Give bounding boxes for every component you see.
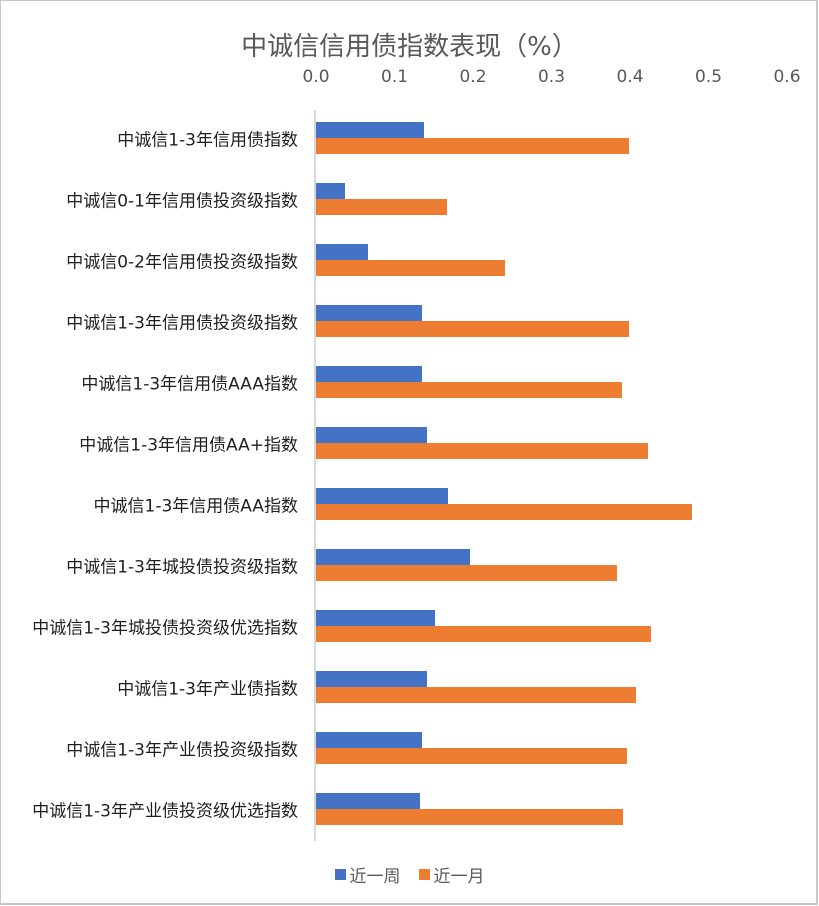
bar-week	[316, 244, 368, 260]
category-label: 中诚信1-3年信用债投资级指数	[66, 313, 298, 334]
chart-title: 中诚信信用债指数表现（%）	[241, 32, 578, 62]
bar-week	[316, 549, 470, 565]
bar-month	[316, 626, 652, 642]
bar-week	[316, 610, 436, 626]
category-label: 中诚信0-2年信用债投资级指数	[66, 252, 298, 273]
category-label: 中诚信1-3年产业债指数	[117, 679, 298, 700]
bar-month	[316, 199, 448, 215]
y-axis-line	[314, 110, 316, 841]
bar-month	[316, 260, 506, 276]
bar-week	[316, 366, 422, 382]
category-label: 中诚信1-3年信用债AAA指数	[81, 374, 298, 395]
legend: 近一周 近一月	[0, 862, 819, 887]
bar-month	[316, 687, 637, 703]
category-label: 中诚信1-3年信用债AA+指数	[79, 435, 298, 456]
bar-week	[316, 671, 427, 687]
bar-week	[316, 488, 448, 504]
bar-month	[316, 382, 623, 398]
category-label: 中诚信1-3年产业债投资级指数	[66, 740, 298, 761]
legend-label-week: 近一周	[349, 867, 401, 887]
bar-month	[316, 748, 627, 764]
x-tick-label: 0.6	[773, 67, 801, 87]
x-tick-label: 0.1	[380, 67, 409, 87]
legend-item-week: 近一周	[334, 862, 401, 887]
x-tick-label: 0.0	[302, 67, 330, 87]
bar-month	[316, 443, 649, 459]
legend-item-month: 近一月	[418, 862, 485, 887]
bar-month	[316, 504, 692, 520]
bar-month	[316, 321, 630, 337]
category-label: 中诚信1-3年产业债投资级优选指数	[32, 801, 298, 822]
x-tick-label: 0.3	[537, 67, 566, 87]
bar-week	[316, 305, 422, 321]
category-label: 中诚信0-1年信用债投资级指数	[66, 191, 298, 212]
category-label: 中诚信1-3年城投债投资级优选指数	[32, 618, 298, 639]
bar-month	[316, 565, 617, 581]
bar-month	[316, 809, 623, 825]
legend-swatch-week	[334, 869, 346, 880]
category-label: 中诚信1-3年城投债投资级指数	[66, 557, 298, 578]
category-label: 中诚信1-3年信用债指数	[117, 130, 298, 151]
x-tick-label: 0.2	[459, 67, 487, 87]
x-tick-label: 0.5	[694, 67, 723, 87]
legend-swatch-month	[418, 869, 430, 880]
legend-label-month: 近一月	[433, 867, 485, 887]
category-label: 中诚信1-3年信用债AA指数	[93, 496, 299, 517]
bar-week	[316, 793, 420, 809]
bar-week	[316, 122, 425, 138]
bar-month	[316, 138, 630, 154]
bar-week	[316, 732, 422, 748]
bar-week	[316, 183, 346, 199]
x-tick-label: 0.4	[616, 67, 644, 87]
bar-week	[316, 427, 427, 443]
